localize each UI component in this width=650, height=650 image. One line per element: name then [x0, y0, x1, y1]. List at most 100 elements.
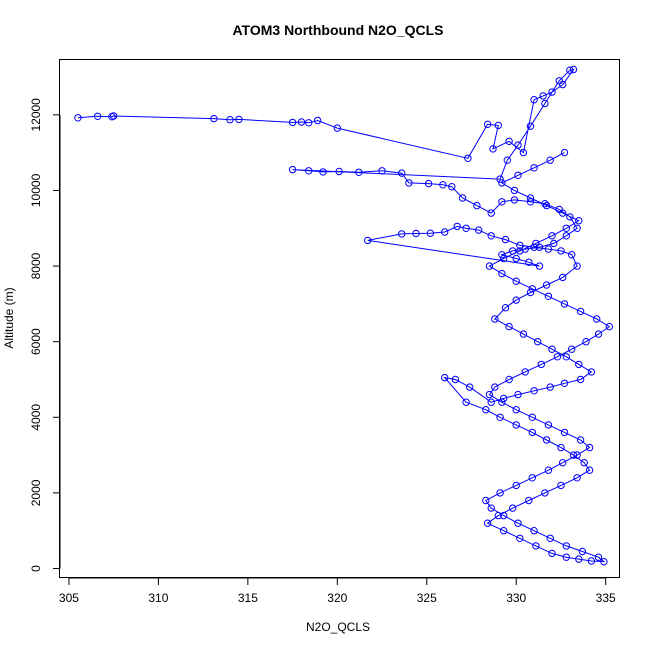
data-point [544, 421, 553, 429]
data-point [528, 474, 536, 482]
data-point [526, 122, 535, 130]
data-point [521, 368, 529, 376]
data-point [575, 217, 583, 225]
data-point [576, 375, 585, 384]
data-point [512, 277, 520, 285]
data-point [526, 194, 535, 202]
data-point [458, 194, 467, 202]
data-point [487, 232, 495, 240]
y-axis: 0 2000 4000 6000 8000 10000 12000 [29, 98, 61, 572]
data-point [594, 553, 603, 561]
x-tick-label: 325 [417, 591, 437, 605]
data-point [333, 124, 341, 132]
data-point [441, 228, 449, 236]
data-point [525, 496, 533, 505]
data-point [557, 443, 565, 452]
data-point [483, 120, 492, 129]
data-point [412, 229, 420, 238]
data-point [288, 165, 297, 174]
data-point [594, 330, 603, 338]
data-point [496, 175, 504, 183]
data-point [475, 226, 483, 234]
data-point [557, 481, 565, 490]
data-point [573, 262, 581, 270]
data-point [439, 181, 447, 189]
y-tick-label: 4000 [29, 404, 43, 431]
data-point [548, 549, 556, 558]
data-point [562, 224, 570, 233]
data-point [288, 118, 297, 127]
data-point [487, 209, 495, 217]
x-tick-label: 320 [327, 591, 347, 605]
data-point [512, 406, 520, 414]
data-point [568, 251, 576, 259]
data-point [530, 387, 538, 395]
data-point [569, 65, 578, 74]
data-point [573, 474, 581, 482]
y-tick-label: 0 [29, 565, 43, 572]
data-point [544, 466, 553, 474]
data-point [542, 281, 551, 289]
data-point [573, 451, 581, 459]
data-point [557, 247, 565, 255]
data-point [110, 112, 118, 120]
data-point [501, 304, 510, 312]
data-point [483, 519, 492, 527]
data-point [500, 254, 508, 263]
y-tick-label: 6000 [29, 328, 43, 355]
data-point [487, 504, 495, 512]
data-point [530, 527, 538, 535]
x-tick-label: 310 [148, 591, 168, 605]
data-point [519, 330, 528, 338]
x-tick-label: 305 [59, 591, 79, 605]
data-point [537, 360, 545, 369]
data-point [485, 390, 494, 399]
data-point [534, 338, 542, 346]
data-point [528, 428, 536, 437]
data-point [74, 114, 82, 122]
data-point [235, 115, 243, 124]
data-point [578, 547, 587, 556]
data-point [364, 236, 372, 245]
data-point [482, 496, 490, 505]
x-tick-label: 315 [238, 591, 258, 605]
data-point [541, 489, 549, 497]
y-tick-label: 2000 [29, 479, 43, 506]
data-point [514, 390, 522, 399]
data-point [512, 421, 520, 429]
data-point [575, 360, 583, 369]
data-point [559, 459, 567, 467]
data-point [498, 251, 506, 259]
data-point [559, 273, 567, 282]
series-line [77, 68, 611, 563]
data-point [482, 406, 490, 414]
data-point [544, 245, 553, 253]
data-point [398, 230, 406, 238]
x-tick-label: 330 [506, 591, 526, 605]
data-point [498, 179, 506, 187]
data-point [576, 436, 585, 444]
data-point [587, 368, 596, 376]
data-point [494, 121, 502, 130]
data-point [530, 243, 538, 251]
data-point [509, 504, 517, 512]
data-point [562, 542, 570, 550]
data-point [378, 167, 386, 175]
data-point [512, 254, 520, 263]
data-point [464, 154, 472, 163]
data-point [566, 66, 574, 74]
data-point [568, 345, 576, 353]
plot-frame [59, 59, 620, 578]
chart-title: ATOM3 Northbound N2O_QCLS [232, 22, 443, 38]
y-tick-label: 8000 [29, 252, 43, 279]
data-point [514, 519, 522, 527]
data-point [500, 527, 508, 535]
data-point [451, 375, 460, 384]
series-lines [77, 68, 611, 563]
data-point [503, 156, 511, 164]
data-point [498, 269, 506, 278]
data-point [560, 428, 569, 437]
data-point [226, 116, 234, 124]
data-point [530, 96, 538, 104]
